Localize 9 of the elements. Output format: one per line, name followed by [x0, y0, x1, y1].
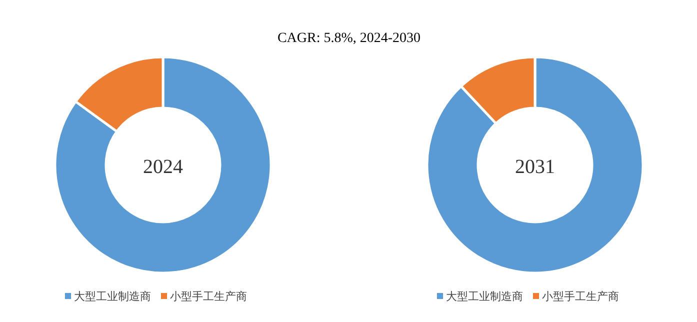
legend-label: 小型手工生产商 [170, 290, 247, 303]
donut-slice [54, 56, 272, 274]
legend-label: 大型工业制造商 [74, 290, 151, 303]
text: 2024 [143, 156, 183, 178]
legend-label: 大型工业制造商 [446, 290, 523, 303]
text: CAGR: 5.8%, 2024-2030 [277, 31, 421, 46]
text: 2031 [515, 156, 555, 178]
donut-slice [426, 56, 644, 274]
legend-label: 小型手工生产商 [542, 290, 619, 303]
